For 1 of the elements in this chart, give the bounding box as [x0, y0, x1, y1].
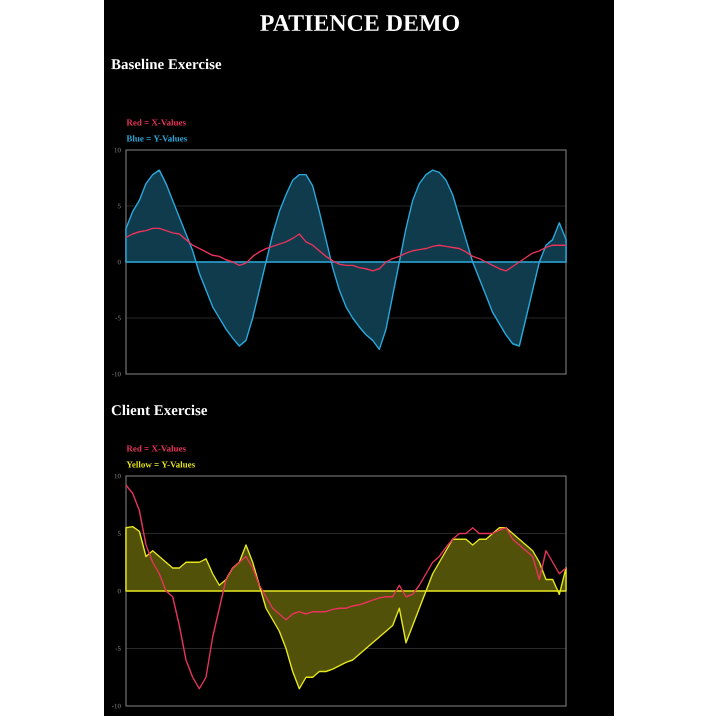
chart-title: PATIENCE DEMO	[260, 15, 459, 32]
